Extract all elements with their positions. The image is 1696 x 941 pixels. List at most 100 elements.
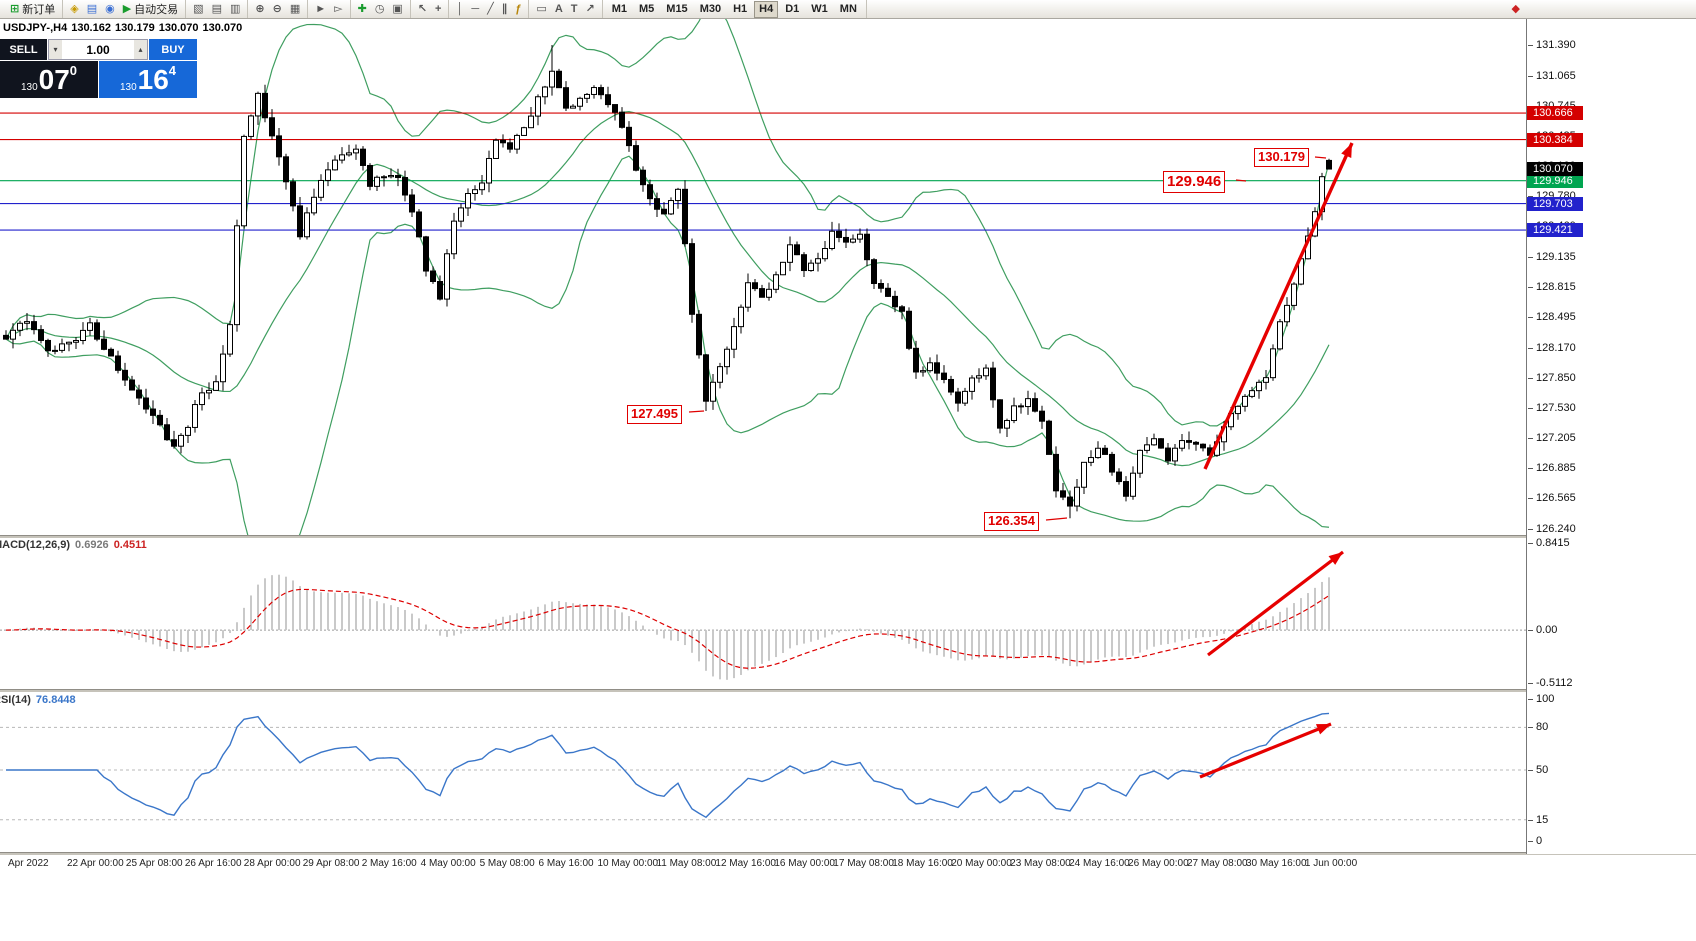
sell-price-display[interactable]: 130 07 0 [0,61,98,98]
crosshair-button[interactable]: + [431,0,445,18]
panel-splitter-rsi[interactable] [0,689,1696,692]
fibonacci-button[interactable]: ƒ [511,0,525,18]
grid-button[interactable]: ▦ [286,0,304,18]
tf-m5-button[interactable]: M5 [634,1,659,18]
time-axis-label: 16 May 00:00 [774,858,835,869]
price-tag-129.946: 129.946 [1527,173,1583,188]
main-price-chart[interactable] [0,19,1526,535]
time-axis-label: 5 May 08:00 [479,858,535,869]
auto-scroll-button[interactable]: ► [311,0,330,18]
trendline-button[interactable]: ╱ [483,0,498,18]
trend-arrow-rsi [1199,722,1332,779]
tf-m15-button[interactable]: M15 [661,1,692,18]
indicators-icon: ✚ [357,2,367,15]
chart-symbol-period: USDJPY-,H4 [3,22,68,34]
buy-price-figure: 130 [119,82,137,93]
panel-splitter-macd[interactable] [0,535,1696,538]
time-axis-label: 12 May 16:00 [715,858,776,869]
rsi-indicator-panel[interactable] [0,691,1526,852]
time-axis-label: 27 May 08:00 [1187,858,1248,869]
indicators-button[interactable]: ✚ [354,0,371,18]
text-label-button[interactable]: T [567,0,582,18]
price-scale-label: 80 [1527,721,1549,734]
alert-button[interactable]: ◆ [1508,0,1524,18]
trend-arrow-macd [1207,550,1344,657]
horizontal-line-button[interactable]: ─ [467,0,483,18]
zoom-in-button[interactable]: ⊕ [251,0,268,18]
vertical-line-button[interactable]: │ [452,0,467,18]
buy-price-pips: 16 [137,63,169,95]
chart-shift-button[interactable]: ▻ [330,0,346,18]
chart-low-value: 130.070 [158,22,199,34]
volume-increase-button[interactable]: ▴ [134,40,147,59]
equidistant-channel-button[interactable]: ∥ [498,0,512,18]
sell-button[interactable]: SELL [0,39,47,60]
shapes-icon: ▭ [536,2,547,15]
one-click-trading-panel: SELL ▾ 1.00 ▴ BUY 130 07 0 130 16 4 [0,39,197,98]
tile-vertically-button[interactable]: ▥ [226,0,244,18]
navigator-icon: ▤ [86,2,98,15]
tf-m1-button[interactable]: M1 [607,1,632,18]
tf-h4-button[interactable]: H4 [754,0,779,18]
volume-decrease-button[interactable]: ▾ [49,40,62,59]
tf-w1-button[interactable]: W1 [806,1,833,18]
rsi-name: RSI(14) [0,694,31,706]
objects-group: ▭ A T ↗ [529,0,603,18]
cursor-button[interactable]: ↖ [414,0,431,18]
price-scale-label: -0.5112 [1528,677,1573,689]
shapes-button[interactable]: ▭ [532,0,550,18]
zoom-out-button[interactable]: ⊖ [269,0,286,18]
tf-mn-button[interactable]: MN [835,1,862,18]
zoom-group: ⊕ ⊖ ▦ [248,0,309,18]
terminal-button[interactable]: ◉ [101,0,119,18]
autotrading-icon: ▶ [122,2,132,15]
buy-button[interactable]: BUY [149,39,197,60]
price-scale-label: 127.530 [1528,401,1576,414]
cascade-windows-icon: ▧ [193,2,204,15]
macd-signal-value: 0.4511 [113,539,147,551]
chart-close-value: 130.070 [202,22,243,34]
time-axis-label: 2 May 16:00 [361,858,417,869]
periods-button[interactable]: ◷ [371,0,389,18]
new-order-button[interactable]: ⊞ 新订单 [6,0,59,18]
time-axis[interactable]: Apr 2022 22 Apr 00:00 25 Apr 08:00 26 Apr 1… [0,854,1526,874]
volume-input[interactable]: 1.00 [86,42,110,57]
price-tag-130.384: 130.384 [1527,132,1583,147]
chart-open-value: 130.162 [71,22,111,34]
templates-icon: ▣ [392,2,403,15]
macd-indicator-panel[interactable] [0,537,1526,689]
tf-m30-button[interactable]: M30 [695,1,726,18]
price-scale[interactable]: 131.390131.065130.745130.425130.100129.7… [1526,19,1696,854]
time-axis-label: 24 May 16:00 [1069,858,1130,869]
price-scale-label: 127.205 [1528,432,1576,445]
market-watch-button[interactable]: ◈ [66,0,82,18]
cascade-windows-button[interactable]: ▧ [189,0,207,18]
scroll-group: ► ▻ [308,0,351,18]
arrows-button[interactable]: ↗ [582,0,599,18]
price-scale-label: 0 [1527,835,1543,847]
horizontal-line-icon: ─ [471,2,480,15]
tf-m15-button-label: M15 [666,2,688,15]
order-group: ⊞ 新订单 [3,0,64,18]
sell-price-figure: 130 [20,82,38,93]
macd-main-value: 0.6926 [75,539,109,551]
templates-button[interactable]: ▣ [388,0,406,18]
tf-d1-button[interactable]: D1 [780,1,804,18]
autotrading-button[interactable]: ▶ 自动交易 [119,0,182,18]
tf-w1-button-label: W1 [811,2,828,15]
navigator-button[interactable]: ▤ [83,0,101,18]
macd-name: MACD(12,26,9) [0,539,71,551]
macd-histogram [12,574,1330,680]
buy-price-display[interactable]: 130 16 4 [99,61,197,98]
tile-horizontally-button[interactable]: ▤ [208,0,226,18]
text-button[interactable]: A [551,0,567,18]
rsi-value: 76.8448 [35,694,76,706]
time-axis-label: 29 Apr 08:00 [302,858,360,869]
price-tag-130.070: 130.070 [1527,162,1583,177]
trend-arrow-main [1203,142,1354,470]
price-annotation-127495: 127.495 [627,405,682,424]
price-scale-label: 128.495 [1528,311,1576,324]
tf-h1-button[interactable]: H1 [728,1,752,18]
time-axis-label: 26 Apr 16:00 [184,858,242,869]
